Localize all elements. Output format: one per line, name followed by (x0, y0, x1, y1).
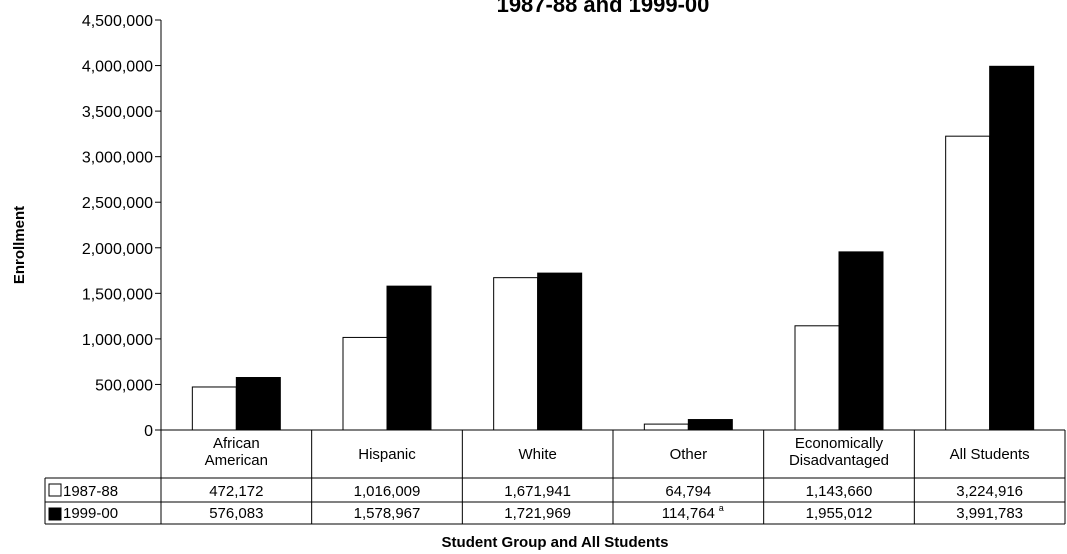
table-value: 1,016,009 (354, 483, 421, 500)
table-value: 64,794 (665, 483, 711, 500)
category-label: Other (670, 446, 708, 463)
table-value: 3,991,783 (956, 505, 1023, 522)
bar-series2 (687, 419, 733, 431)
table-value: 1,143,660 (806, 483, 873, 500)
bar-series2 (989, 65, 1035, 431)
table-value: 1,671,941 (504, 483, 571, 500)
table-value: 3,224,916 (956, 483, 1023, 500)
legend-label: 1999-00 (63, 505, 118, 522)
legend-swatch-series2 (48, 507, 62, 521)
bar-series2 (235, 377, 281, 431)
table-value: 1,721,969 (504, 505, 571, 522)
y-tick-label: 2,500,000 (82, 195, 153, 212)
category-label: White (518, 446, 556, 463)
bar-series2 (386, 285, 432, 431)
x-axis-label: Student Group and All Students (442, 534, 669, 551)
bar-series2 (838, 251, 884, 431)
table-value: 114,764 (662, 505, 715, 522)
table-value: 1,578,967 (354, 505, 421, 522)
bar-series1 (643, 423, 689, 431)
category-label: Disadvantaged (789, 452, 889, 469)
category-label: Economically (795, 435, 884, 452)
category-label: Hispanic (358, 446, 416, 463)
category-label: African (213, 435, 260, 452)
y-tick-label: 1,500,000 (82, 286, 153, 303)
y-tick-label: 1,000,000 (82, 332, 153, 349)
table-value: 472,172 (209, 483, 263, 500)
table-value: 576,083 (209, 505, 263, 522)
bar-series2 (537, 272, 583, 431)
y-tick-label: 3,500,000 (82, 104, 153, 121)
category-label: American (205, 452, 268, 469)
y-axis-label: Enrollment (11, 206, 28, 284)
legend-swatch-series1 (48, 483, 62, 497)
bar-series1 (794, 325, 840, 431)
bar-series1 (493, 277, 539, 431)
y-tick-label: 4,500,000 (82, 13, 153, 30)
y-tick-label: 0 (144, 423, 153, 440)
legend-label: 1987-88 (63, 483, 118, 500)
bar-series1 (191, 386, 237, 431)
y-tick-label: 2,000,000 (82, 241, 153, 258)
bar-series1 (945, 135, 991, 431)
y-tick-label: 3,000,000 (82, 150, 153, 167)
y-tick-label: 500,000 (95, 377, 153, 394)
y-tick-label: 4,000,000 (82, 59, 153, 76)
chart-title: 1987-88 and 1999-00 (497, 0, 710, 17)
category-label: All Students (950, 446, 1030, 463)
footnote-mark: a (719, 503, 724, 513)
bar-series1 (342, 336, 388, 431)
table-value: 1,955,012 (806, 505, 873, 522)
